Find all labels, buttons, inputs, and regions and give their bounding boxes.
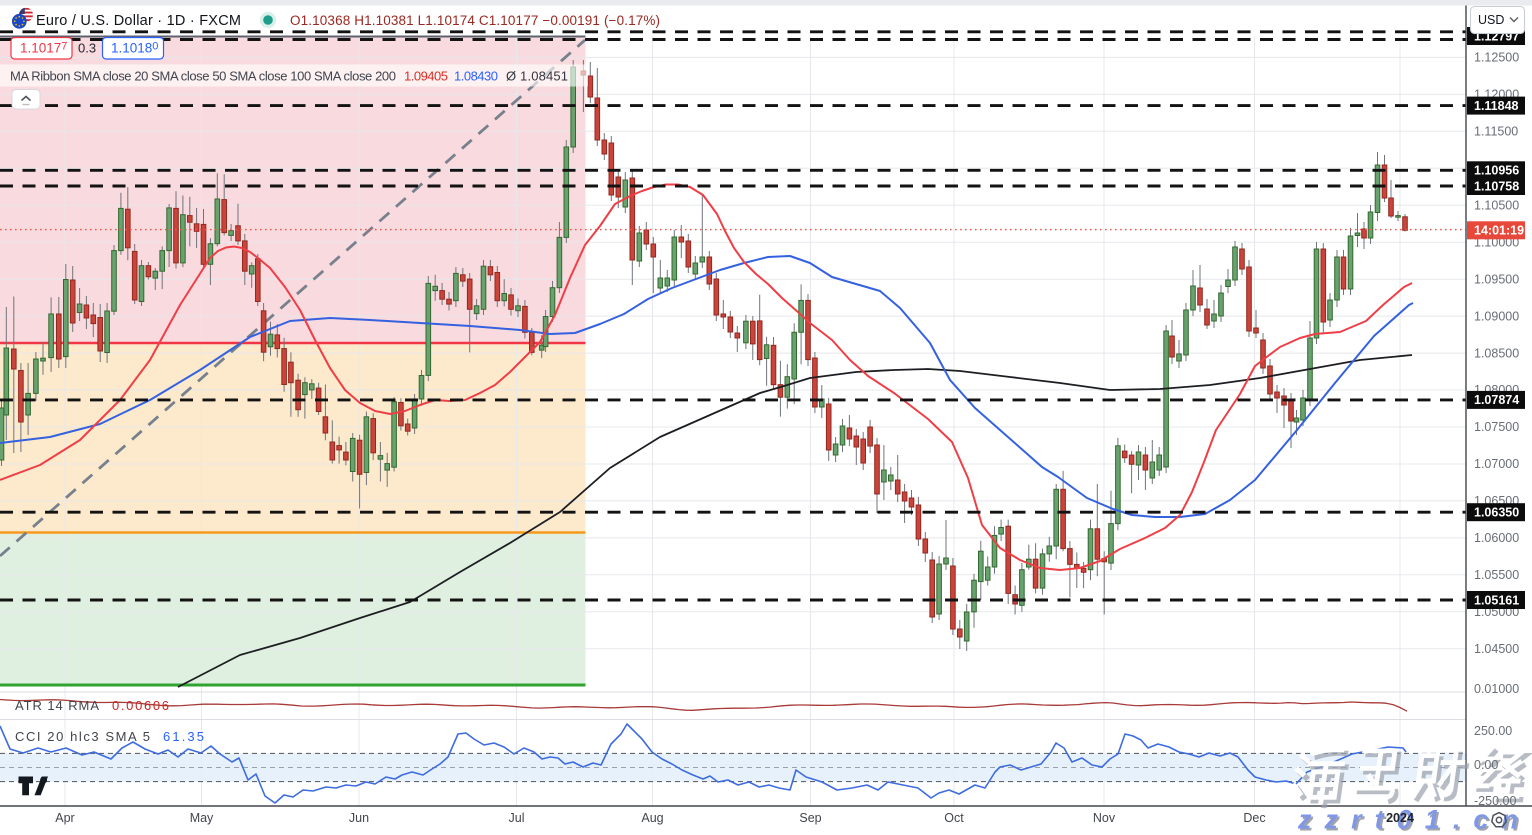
svg-text:Aug: Aug: [641, 811, 663, 825]
svg-text:Apr: Apr: [55, 811, 74, 825]
svg-text:MA Ribbon SMA close 20 SMA clo: MA Ribbon SMA close 20 SMA close 50 SMA …: [10, 69, 396, 84]
svg-text:61.35: 61.35: [163, 729, 204, 744]
svg-text:1.12500: 1.12500: [1474, 51, 1519, 65]
svg-text:1.09405: 1.09405: [404, 69, 448, 84]
svg-text:zzrt01.cn: zzrt01.cn: [1299, 807, 1528, 835]
svg-text:14:01:19: 14:01:19: [1474, 224, 1524, 238]
svg-text:1.07500: 1.07500: [1474, 420, 1519, 434]
svg-text:1.10500: 1.10500: [1474, 198, 1519, 212]
svg-text:1.10956: 1.10956: [1474, 164, 1519, 178]
svg-text:Jun: Jun: [349, 811, 369, 825]
svg-text:1.10758: 1.10758: [1474, 179, 1519, 193]
svg-text:May: May: [190, 811, 214, 825]
svg-text:1.07000: 1.07000: [1474, 457, 1519, 471]
svg-text:Euro / U.S. Dollar · 1D · FXCM: Euro / U.S. Dollar · 1D · FXCM: [36, 13, 241, 29]
svg-text:1.09000: 1.09000: [1474, 309, 1519, 323]
svg-text:0.00606: 0.00606: [112, 698, 169, 713]
svg-text:Ø 1.08451: Ø 1.08451: [506, 69, 568, 84]
svg-text:O1.10368 H1.10381 L1.10174 C1.: O1.10368 H1.10381 L1.10174 C1.10177 −0.0…: [290, 13, 660, 28]
svg-text:1.10180: 1.10180: [111, 41, 158, 56]
svg-text:0.3: 0.3: [78, 41, 96, 56]
svg-text:zzrt01.cn: zzrt01.cn: [1297, 805, 1526, 835]
svg-text:1.06350: 1.06350: [1474, 506, 1519, 520]
svg-text:Dec: Dec: [1243, 811, 1265, 825]
svg-text:1.04500: 1.04500: [1474, 642, 1519, 656]
svg-text:2024: 2024: [1386, 811, 1414, 825]
svg-text:0.01000: 0.01000: [1474, 682, 1519, 696]
svg-text:1.10177: 1.10177: [20, 41, 67, 56]
svg-text:1.11500: 1.11500: [1474, 125, 1518, 139]
svg-text:Sep: Sep: [799, 811, 821, 825]
svg-text:1.05161: 1.05161: [1474, 593, 1519, 607]
svg-text:Jul: Jul: [509, 811, 525, 825]
svg-text:1.08430: 1.08430: [454, 69, 498, 84]
svg-text:1.11848: 1.11848: [1474, 99, 1519, 113]
svg-text:Nov: Nov: [1093, 811, 1116, 825]
svg-text:CCI 20 hlc3 SMA 5: CCI 20 hlc3 SMA 5: [15, 729, 150, 744]
svg-text:-250.00: -250.00: [1474, 794, 1516, 808]
svg-text:Oct: Oct: [944, 811, 964, 825]
svg-text:USD: USD: [1478, 13, 1504, 27]
svg-text:1.05500: 1.05500: [1474, 568, 1519, 582]
svg-text:1.06000: 1.06000: [1474, 531, 1519, 545]
svg-text:1.08500: 1.08500: [1474, 346, 1519, 360]
svg-text:0.00: 0.00: [1474, 758, 1498, 772]
svg-text:1.07874: 1.07874: [1474, 393, 1519, 407]
svg-text:250.00: 250.00: [1474, 724, 1512, 738]
svg-text:ATR 14 RMA: ATR 14 RMA: [15, 698, 99, 713]
svg-text:1.09500: 1.09500: [1474, 272, 1519, 286]
